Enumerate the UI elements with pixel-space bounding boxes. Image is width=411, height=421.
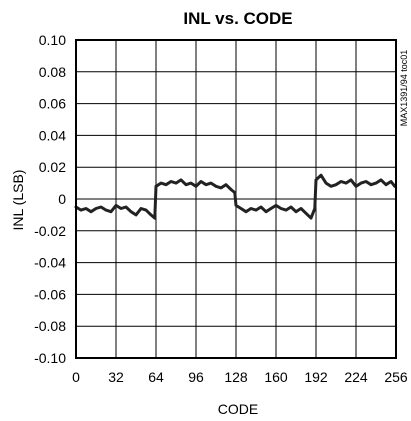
y-tick-label: 0 bbox=[58, 191, 66, 207]
figure-id-label: MAX1391/94 toc01 bbox=[399, 50, 409, 127]
x-axis-label: CODE bbox=[218, 401, 258, 417]
x-tick-label: 32 bbox=[108, 369, 124, 385]
y-tick-label: 0.04 bbox=[39, 127, 66, 143]
x-tick-label: 256 bbox=[384, 369, 408, 385]
plot-frame bbox=[75, 39, 397, 359]
chart-title: INL vs. CODE bbox=[183, 9, 292, 28]
x-tick-label: 64 bbox=[148, 369, 164, 385]
y-tick-label: 0.06 bbox=[39, 96, 66, 112]
y-tick-label: -0.04 bbox=[34, 255, 66, 271]
y-tick-label: -0.06 bbox=[34, 286, 66, 302]
y-tick-label: -0.02 bbox=[34, 223, 66, 239]
y-tick-label: -0.08 bbox=[34, 318, 66, 334]
x-tick-label: 96 bbox=[188, 369, 204, 385]
x-tick-label: 160 bbox=[264, 369, 288, 385]
x-tick-label: 224 bbox=[344, 369, 368, 385]
y-tick-labels: 0.10 0.08 0.06 0.04 0.02 0 -0.02 -0.04 -0.06 -0.0… bbox=[34, 32, 66, 366]
y-tick-label: 0.08 bbox=[39, 64, 66, 80]
x-tick-label: 128 bbox=[224, 369, 248, 385]
x-tick-labels: 0 32 64 96 128 160 192 224 256 bbox=[72, 369, 408, 385]
y-axis-label: INL (LSB) bbox=[10, 170, 26, 231]
y-tick-label: -0.10 bbox=[34, 350, 66, 366]
y-tick-label: 0.02 bbox=[39, 159, 66, 175]
x-tick-label: 192 bbox=[304, 369, 328, 385]
series-line bbox=[74, 173, 397, 220]
y-tick-label: 0.10 bbox=[39, 32, 66, 48]
x-tick-label: 0 bbox=[72, 369, 80, 385]
series-group bbox=[74, 173, 397, 220]
